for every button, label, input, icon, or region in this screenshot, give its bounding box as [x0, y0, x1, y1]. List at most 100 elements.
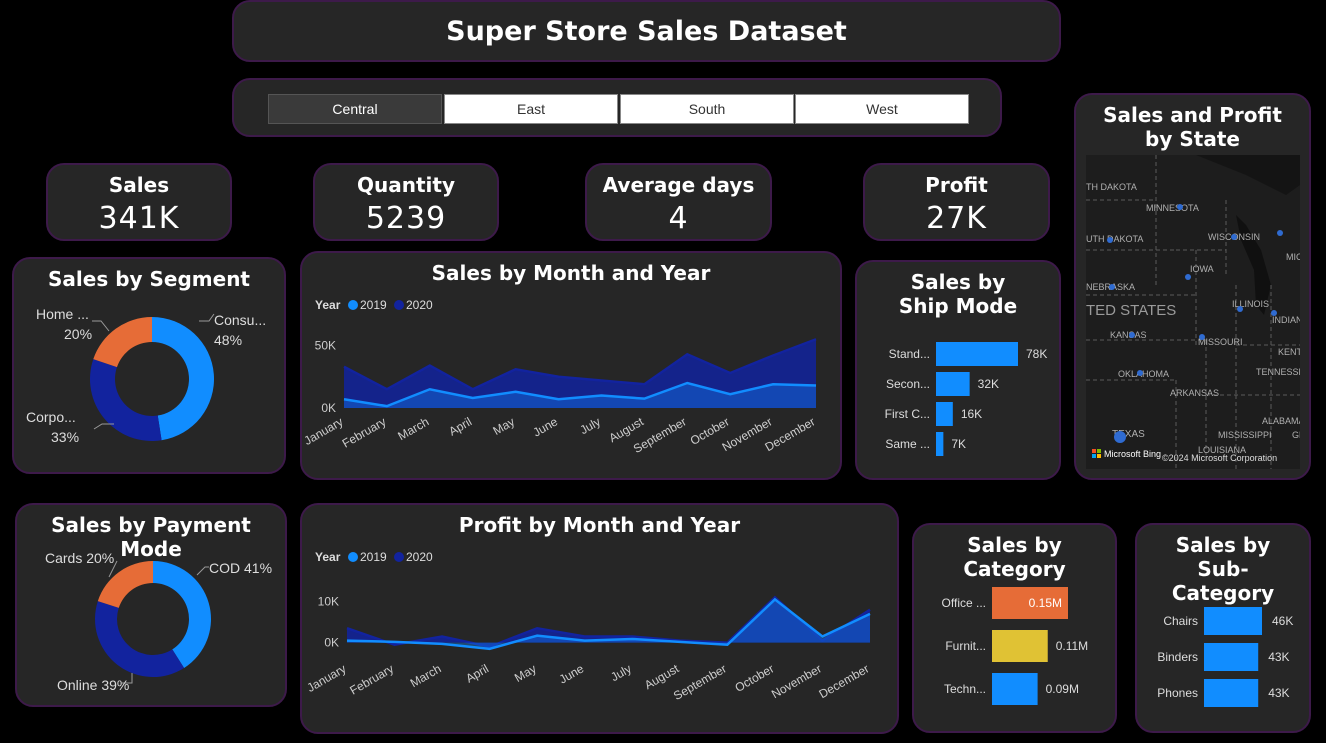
legend-marker-2020	[394, 552, 404, 562]
donut-leader-line-2	[92, 320, 110, 332]
x-tick-label: June	[531, 414, 561, 439]
payment-card: Sales by Payment Mode COD 41% Online 39% C…	[15, 503, 287, 707]
segment-donut-chart: Consu... 48% Corpo... 33% Home ... 20%	[26, 306, 266, 445]
ship-mode-card: Sales by Ship Mode Stand... 78K Secon... 32…	[855, 260, 1061, 480]
bar-value-label-0: 0.15M	[1029, 596, 1062, 610]
bar-value-label-1: 43K	[1268, 650, 1289, 664]
bar-0	[992, 587, 1068, 619]
kpi-sales-label: Sales	[108, 173, 170, 197]
slicer-option-east[interactable]: East	[444, 94, 618, 124]
ship-mode-bar-chart: Stand... 78K Secon... 32K First C... 16K Same …	[885, 342, 1047, 456]
x-tick-label: January	[305, 661, 349, 694]
map-state-label: IOWA	[1190, 264, 1214, 274]
bar-category-label-2: Phones	[1157, 686, 1198, 700]
map-state-label: INDIANA	[1272, 315, 1300, 325]
bar-category-label-0: Office ...	[942, 596, 986, 610]
y-tick-label-0: 0K	[321, 401, 336, 415]
slicer-option-west[interactable]: West	[795, 94, 969, 124]
map-data-point	[1185, 274, 1191, 280]
legend-label-2019: 2019	[360, 298, 387, 312]
donut-label-2-1: 20%	[64, 326, 92, 342]
category-card: Sales by Category Office ... 0.15M Furnit.…	[912, 523, 1117, 733]
map-state-label: TEXAS	[1112, 429, 1145, 440]
map-data-point	[1137, 370, 1143, 376]
map-state-label: OKLAHOMA	[1118, 369, 1169, 379]
kpi-sales-card: Sales 341K	[46, 163, 232, 241]
y-tick-label-1: 10K	[318, 594, 339, 608]
donut-leader-line-1	[122, 673, 133, 684]
x-tick-label: April	[463, 661, 491, 685]
map-state-label: ARKANSAS	[1170, 388, 1219, 398]
map-state-label: MISSOURI	[1198, 337, 1243, 347]
bar-category-label-3: Same ...	[885, 437, 930, 451]
slicer-option-central[interactable]: Central	[268, 94, 442, 124]
slicer-option-south[interactable]: South	[620, 94, 794, 124]
x-tick-label: April	[446, 414, 474, 438]
map-data-point	[1177, 204, 1183, 210]
bar-1	[992, 630, 1048, 662]
donut-leader-line-0	[196, 566, 209, 576]
lake-superior-shape	[1196, 155, 1300, 195]
kpi-profit-value: 27K	[926, 201, 987, 236]
payment-title: Sales by Payment Mode	[51, 513, 251, 561]
area-fill-2019	[344, 383, 816, 408]
header-banner: Super Store Sales Dataset	[232, 0, 1061, 62]
map-state-label: GE	[1292, 430, 1300, 440]
donut-slice-2	[93, 317, 152, 368]
map-data-point	[1231, 234, 1237, 240]
donut-label-0-0: COD 41%	[209, 560, 272, 576]
map-data-point	[1271, 310, 1277, 316]
map-data-point	[1277, 230, 1283, 236]
map-attribution-copyright: ©2024 Microsoft Corporation	[1162, 453, 1277, 463]
payment-donut-chart: COD 41% Online 39% Cards 20%	[45, 550, 272, 693]
segment-title: Sales by Segment	[48, 267, 250, 291]
x-tick-label: June	[557, 661, 587, 686]
map-card: Sales and Profit by State TH DAKOTA MINNE…	[1074, 93, 1311, 480]
kpi-avg-days-label: Average days	[602, 173, 755, 197]
series-line-2020	[343, 338, 817, 391]
legend-label-2020: 2020	[406, 298, 433, 312]
bar-value-label-2: 0.09M	[1046, 682, 1079, 696]
bar-value-label-1: 32K	[978, 377, 999, 391]
bar-category-label-1: Secon...	[886, 377, 930, 391]
x-tick-label: March	[408, 661, 444, 690]
page-title: Super Store Sales Dataset	[446, 16, 847, 47]
map-state-label: LOUISIANA	[1198, 445, 1246, 455]
map-state-label: MINNESOTA	[1146, 203, 1199, 213]
bing-logo-square-green	[1097, 449, 1101, 453]
donut-label-0-1: 48%	[214, 332, 242, 348]
kpi-avg-days-card: Average days 4	[585, 163, 772, 241]
bing-logo-square-yellow	[1097, 454, 1101, 458]
category-title: Sales by Category	[963, 533, 1066, 581]
bar-value-label-2: 43K	[1268, 686, 1289, 700]
x-tick-label: January	[302, 414, 346, 447]
x-tick-label: September	[671, 661, 729, 702]
x-tick-label: March	[395, 414, 431, 443]
bar-2	[992, 673, 1038, 705]
y-tick-label-0: 0K	[324, 636, 339, 650]
bar-category-label-2: First C...	[885, 407, 930, 421]
bar-0	[1204, 607, 1262, 635]
bing-logo-square-red	[1092, 449, 1096, 453]
legend-title: Year	[315, 298, 341, 312]
legend-marker-2019	[348, 300, 358, 310]
category-bar-chart: Office ... 0.15M Furnit... 0.11M Techn... 0.0…	[942, 587, 1088, 705]
map-attribution-brand: Microsoft Bing	[1104, 449, 1161, 459]
legend-marker-2019	[348, 552, 358, 562]
y-tick-label-1: 50K	[315, 339, 336, 353]
legend-label-2020: 2020	[406, 550, 433, 564]
bar-2	[1204, 679, 1259, 707]
bar-1	[1204, 643, 1259, 671]
kpi-quantity-card: Quantity 5239	[313, 163, 499, 241]
sales-month-title: Sales by Month and Year	[431, 261, 711, 285]
lake-michigan-shape	[1236, 215, 1271, 315]
x-tick-label: February	[347, 661, 396, 697]
legend-label-2019: 2019	[360, 550, 387, 564]
bing-logo-square-blue	[1092, 454, 1096, 458]
x-tick-label: November	[769, 661, 824, 701]
bar-value-label-0: 78K	[1026, 347, 1047, 361]
